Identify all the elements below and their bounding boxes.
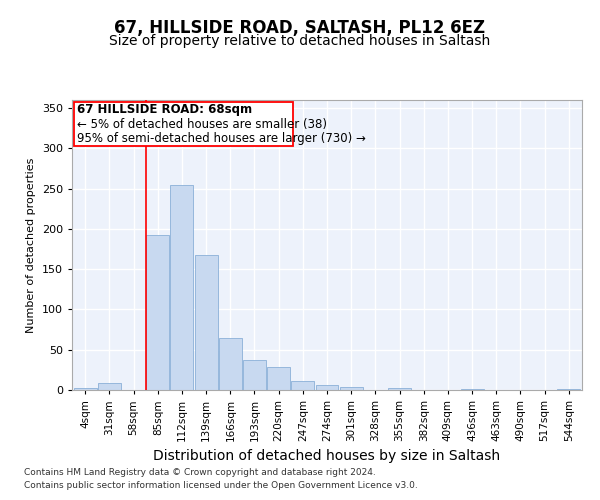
- Text: 67, HILLSIDE ROAD, SALTASH, PL12 6EZ: 67, HILLSIDE ROAD, SALTASH, PL12 6EZ: [115, 18, 485, 36]
- X-axis label: Distribution of detached houses by size in Saltash: Distribution of detached houses by size …: [154, 450, 500, 464]
- Bar: [194, 256, 218, 390]
- Bar: [98, 383, 121, 390]
- Bar: [316, 385, 338, 390]
- Text: Contains public sector information licensed under the Open Government Licence v3: Contains public sector information licen…: [24, 480, 418, 490]
- Bar: [170, 184, 193, 390]
- Text: Size of property relative to detached houses in Saltash: Size of property relative to detached ho…: [109, 34, 491, 48]
- Text: Contains HM Land Registry data © Crown copyright and database right 2024.: Contains HM Land Registry data © Crown c…: [24, 468, 376, 477]
- Bar: [74, 102, 293, 146]
- Bar: [461, 389, 484, 390]
- Bar: [292, 381, 314, 390]
- Bar: [267, 368, 290, 390]
- Bar: [219, 338, 242, 390]
- Y-axis label: Number of detached properties: Number of detached properties: [26, 158, 36, 332]
- Bar: [557, 389, 580, 390]
- Text: 67 HILLSIDE ROAD: 68sqm: 67 HILLSIDE ROAD: 68sqm: [77, 103, 253, 116]
- Bar: [340, 387, 362, 390]
- Bar: [74, 388, 97, 390]
- Text: ← 5% of detached houses are smaller (38): ← 5% of detached houses are smaller (38): [77, 118, 328, 130]
- Bar: [146, 236, 169, 390]
- Bar: [388, 388, 411, 390]
- Bar: [243, 360, 266, 390]
- Text: 95% of semi-detached houses are larger (730) →: 95% of semi-detached houses are larger (…: [77, 132, 366, 145]
